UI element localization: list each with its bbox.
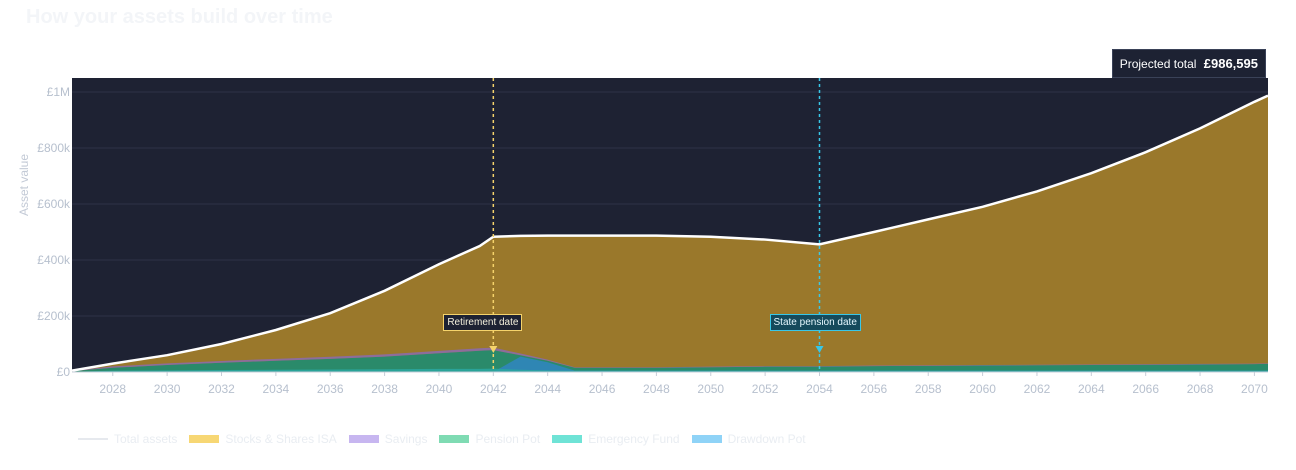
y-tick-label: £400k [37,253,71,267]
pension-pot-area [72,350,1268,372]
y-tick-label: £0 [57,365,71,379]
chart-legend: Total assets Stocks & Shares ISA Savings Pe… [78,432,810,446]
legend-swatch [348,435,379,443]
x-tick-label: 2070 [1241,382,1268,396]
marker-layer [489,78,824,372]
legend-item[interactable]: Savings [348,432,428,446]
y-axis-title: Asset value [17,154,31,216]
y-tick-label: £800k [37,141,71,155]
projected-total-tooltip: Projected total £986,595 [1111,49,1266,78]
x-tick-label: 2048 [643,382,670,396]
x-tick-label: 2034 [263,382,290,396]
x-tick-label: 2042 [480,382,507,396]
legend-swatch [439,435,470,443]
legend-swatch [78,438,108,440]
x-tick-label: 2058 [915,382,942,396]
legend-label: Drawdown Pot [727,432,806,446]
y-tick-label: £600k [37,197,71,211]
x-tick-label: 2066 [1132,382,1159,396]
x-tick-label: 2054 [806,382,833,396]
legend-item[interactable]: Emergency Fund [552,432,680,446]
tooltip-value: £986,595 [1203,56,1258,71]
x-tick-label: 2064 [1078,382,1105,396]
x-tick-label: 2038 [371,382,398,396]
x-tick-label: 2046 [589,382,616,396]
x-tick-label: 2062 [1024,382,1051,396]
total-assets-line [71,94,1269,372]
x-tick-label: 2044 [534,382,561,396]
legend-swatch [189,435,220,443]
legend-item[interactable]: Total assets [78,432,177,446]
state-pension-date-label: State pension date [769,314,861,331]
savings-area [72,347,1268,372]
x-tick-label: 2060 [969,382,996,396]
x-tick-label: 2050 [697,382,724,396]
emergency-fund-area [72,368,1268,372]
x-tick-label: 2030 [154,382,181,396]
x-tick-label: 2032 [208,382,235,396]
x-tick-label: 2036 [317,382,344,396]
legend-label: Stocks & Shares ISA [225,432,337,446]
legend-label: Total assets [114,432,178,446]
x-tick-label: 2056 [861,382,888,396]
legend-swatch [691,435,722,443]
x-tick-label: 2040 [426,382,453,396]
area-layer [71,94,1269,372]
x-tick-label: 2068 [1187,382,1214,396]
y-tick-label: £200k [37,309,71,323]
legend-label: Savings [384,432,428,446]
axis-layer: £0 £200k £400k £600k £800k £1M 2028 2030 2032 203… [37,85,1268,396]
legend-label: Emergency Fund [588,432,680,446]
retirement-arrow [489,346,498,353]
chart-title: How your assets build over time [26,6,333,28]
y-tick-label: £1M [47,85,70,99]
state-pension-arrow [815,346,824,353]
x-tick-label: 2052 [752,382,779,396]
legend-swatch [552,435,583,443]
legend-item[interactable]: Pension Pot [439,432,540,446]
tooltip-label: Projected total [1119,57,1197,71]
legend-label: Pension Pot [475,432,541,446]
legend-item[interactable]: Drawdown Pot [691,432,806,446]
retirement-date-label: Retirement date [443,314,523,331]
stocks-shares-area [72,95,1268,372]
x-tick-label: 2028 [99,382,126,396]
legend-item[interactable]: Stocks & Shares ISA [189,432,337,446]
